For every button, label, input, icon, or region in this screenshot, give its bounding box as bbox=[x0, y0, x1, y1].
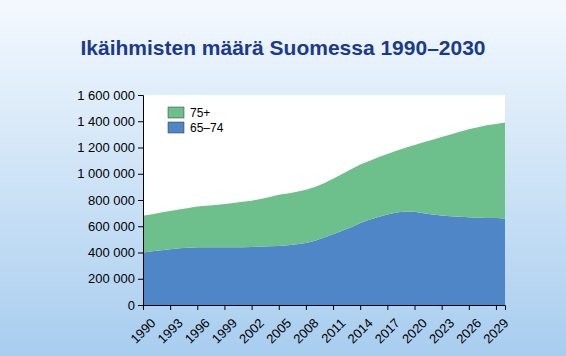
y-tick-mark bbox=[138, 95, 143, 96]
x-tick: 2014 bbox=[345, 305, 376, 346]
plot-background bbox=[143, 95, 505, 305]
x-tick-label: 1993 bbox=[155, 315, 186, 346]
legend-swatch bbox=[168, 107, 184, 118]
y-tick-label: 1 600 000 bbox=[77, 88, 135, 103]
y-tick-label: 1 000 000 bbox=[77, 166, 135, 181]
x-tick: 1993 bbox=[155, 305, 186, 346]
x-tick: 2005 bbox=[263, 305, 294, 346]
x-tick: 2002 bbox=[236, 305, 267, 346]
y-tick-label: 1 200 000 bbox=[77, 140, 135, 155]
background bbox=[0, 0, 566, 356]
x-tick: 2023 bbox=[426, 305, 457, 346]
x-tick-mark bbox=[415, 305, 416, 310]
x-tick-label: 2008 bbox=[290, 315, 321, 346]
y-tick: 1 600 000 bbox=[77, 88, 143, 103]
y-tick: 1 400 000 bbox=[77, 114, 143, 129]
x-tick: 2011 bbox=[318, 305, 348, 346]
y-tick: 1 200 000 bbox=[77, 140, 143, 155]
x-axis: 1990199319961999200220052008201120142017… bbox=[127, 305, 511, 346]
chart: Ikäihmisten määrä Suomessa 1990–2030 0 200… bbox=[0, 0, 566, 356]
x-tick-mark bbox=[387, 305, 388, 310]
x-tick: 1996 bbox=[182, 305, 213, 346]
y-tick-mark bbox=[138, 226, 143, 227]
y-tick-label: 600 000 bbox=[88, 219, 135, 234]
legend-label: 75+ bbox=[190, 106, 210, 120]
y-axis-line bbox=[138, 96, 144, 306]
x-tick: 2029 bbox=[480, 305, 511, 346]
y-tick-mark bbox=[138, 305, 143, 306]
x-tick-mark bbox=[496, 305, 497, 310]
legend: 75+65–74 bbox=[168, 106, 224, 135]
y-tick: 800 000 bbox=[88, 193, 143, 208]
y-tick-label: 400 000 bbox=[88, 245, 135, 260]
y-tick: 200 000 bbox=[88, 271, 143, 286]
y-tick: 400 000 bbox=[88, 245, 143, 260]
x-tick-label: 1996 bbox=[182, 315, 213, 346]
legend-swatch bbox=[168, 122, 184, 133]
y-tick: 600 000 bbox=[88, 219, 143, 234]
y-tick: 0 bbox=[128, 298, 143, 313]
legend-item: 65–74 bbox=[168, 121, 224, 135]
x-tick-label: 2017 bbox=[372, 315, 403, 346]
y-axis: 0 200 000 400 000 600 000 800 000 1 000 000 1 … bbox=[77, 88, 143, 313]
x-tick-label: 2026 bbox=[453, 315, 484, 346]
legend-item: 75+ bbox=[168, 106, 210, 120]
y-tick-label: 1 400 000 bbox=[77, 114, 135, 129]
x-tick: 2008 bbox=[290, 305, 321, 346]
x-tick-label: 2011 bbox=[318, 315, 348, 345]
x-tick-label: 1990 bbox=[127, 315, 158, 346]
y-tick-mark bbox=[138, 148, 143, 149]
x-tick: 1990 bbox=[127, 305, 158, 346]
x-tick-label: 2020 bbox=[399, 315, 430, 346]
title: Ikäihmisten määrä Suomessa 1990–2030 bbox=[80, 36, 485, 59]
y-tick-label: 200 000 bbox=[88, 271, 135, 286]
series-area bbox=[143, 123, 505, 253]
x-tick-mark bbox=[306, 305, 307, 310]
y-tick-mark bbox=[138, 200, 143, 201]
x-tick-label: 2002 bbox=[236, 315, 267, 346]
x-tick-mark bbox=[197, 305, 198, 310]
x-tick-label: 2023 bbox=[426, 315, 457, 346]
x-tick: 2026 bbox=[453, 305, 484, 346]
x-tick-label: 2005 bbox=[263, 315, 294, 346]
x-tick-mark bbox=[469, 305, 470, 310]
x-tick-label: 2014 bbox=[345, 315, 376, 346]
x-axis-line bbox=[144, 306, 506, 311]
x-tick-label: 2029 bbox=[480, 315, 511, 346]
marks bbox=[143, 123, 505, 305]
y-tick-mark bbox=[138, 121, 143, 122]
x-tick-mark bbox=[279, 305, 280, 310]
x-tick-mark bbox=[143, 305, 144, 310]
x-tick: 1999 bbox=[209, 305, 240, 346]
y-tick-mark bbox=[138, 253, 143, 254]
x-tick-mark bbox=[442, 305, 443, 310]
x-tick-label: 1999 bbox=[209, 315, 240, 346]
y-tick-label: 0 bbox=[128, 298, 135, 313]
plot: 0 200 000 400 000 600 000 800 000 1 000 000 1 … bbox=[77, 88, 511, 347]
x-tick: 2017 bbox=[372, 305, 403, 346]
y-tick-mark bbox=[138, 279, 143, 280]
x-tick-mark bbox=[333, 305, 334, 310]
y-tick-label: 800 000 bbox=[88, 193, 135, 208]
x-tick-mark bbox=[224, 305, 225, 310]
y-tick: 1 000 000 bbox=[77, 166, 143, 181]
legend-label: 65–74 bbox=[190, 121, 224, 135]
y-tick-mark bbox=[138, 174, 143, 175]
x-tick-mark bbox=[360, 305, 361, 310]
x-tick-mark bbox=[252, 305, 253, 310]
x-tick: 2020 bbox=[399, 305, 430, 346]
x-tick-mark bbox=[170, 305, 171, 310]
